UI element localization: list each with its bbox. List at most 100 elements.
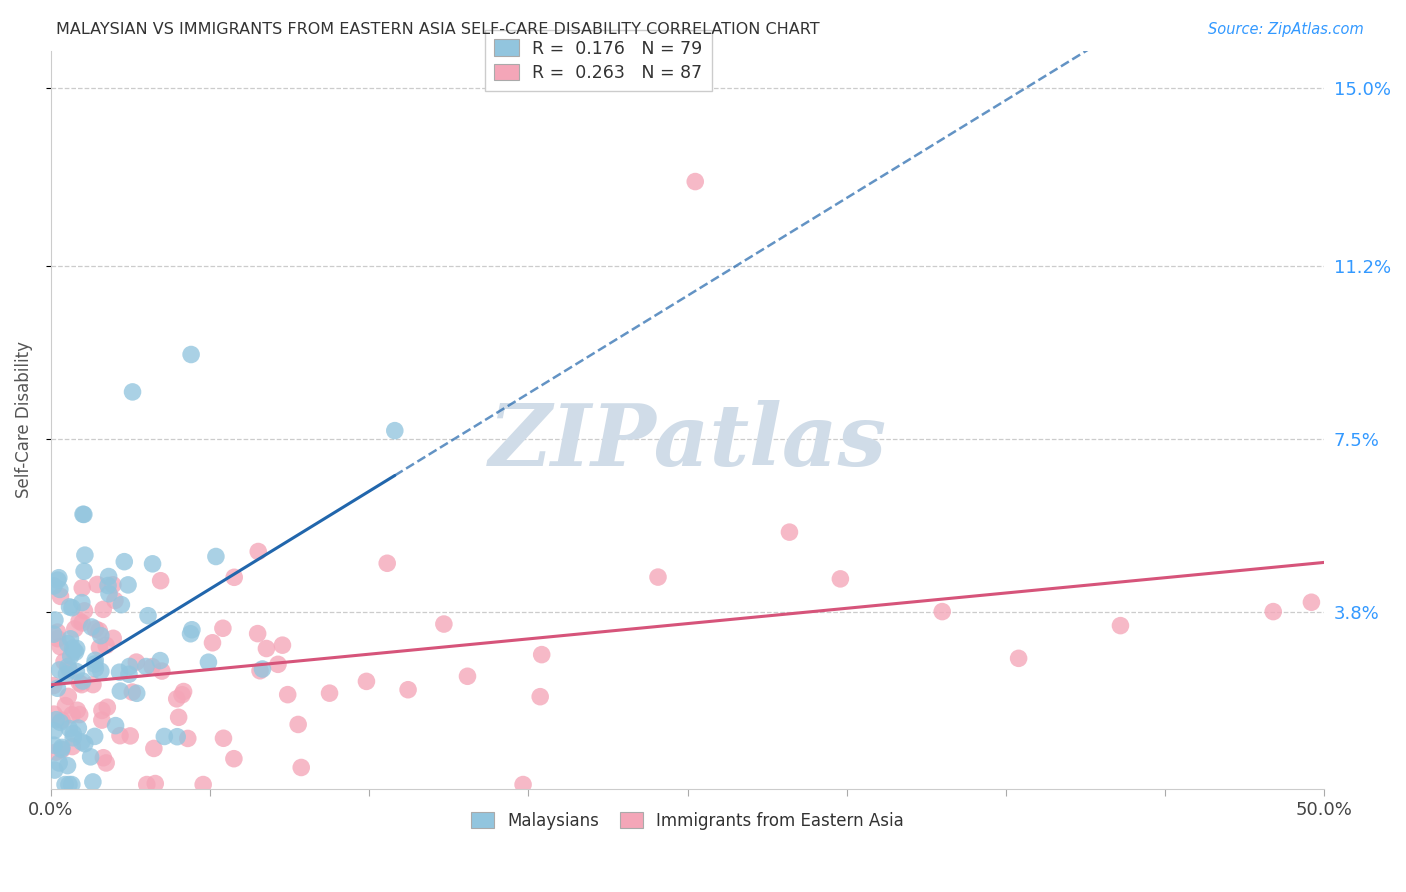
- Point: [166, 730, 188, 744]
- Point: [84, 662, 107, 676]
- Point: [69, 707, 91, 722]
- Point: [51, 740, 73, 755]
- Point: [135, 778, 157, 792]
- Point: [1109, 618, 1132, 632]
- Point: [121, 685, 143, 699]
- Point: [778, 525, 800, 540]
- Point: [252, 662, 274, 676]
- Y-axis label: Self-Care Disability: Self-Care Disability: [15, 342, 32, 499]
- Point: [62, 731, 84, 745]
- Point: [212, 621, 235, 635]
- Point: [84, 622, 107, 636]
- Point: [96, 700, 118, 714]
- Point: [73, 604, 96, 618]
- Point: [247, 544, 270, 558]
- Point: [70, 678, 93, 692]
- Point: [290, 760, 312, 774]
- Point: [150, 664, 173, 678]
- Point: [66, 641, 89, 656]
- Point: [44, 723, 66, 738]
- Point: [58, 663, 80, 677]
- Point: [384, 424, 406, 438]
- Point: [177, 731, 200, 746]
- Point: [98, 587, 121, 601]
- Point: [45, 713, 67, 727]
- Point: [271, 638, 294, 652]
- Point: [48, 663, 70, 677]
- Point: [56, 758, 79, 772]
- Point: [141, 659, 163, 673]
- Point: [42, 738, 65, 752]
- Point: [135, 659, 157, 673]
- Point: [48, 756, 70, 770]
- Point: [166, 691, 188, 706]
- Point: [67, 676, 90, 690]
- Point: [45, 745, 67, 759]
- Point: [79, 749, 101, 764]
- Point: [530, 648, 553, 662]
- Point: [110, 684, 132, 698]
- Point: [90, 665, 112, 679]
- Point: [647, 570, 669, 584]
- Point: [49, 590, 72, 604]
- Point: [49, 715, 72, 730]
- Point: [53, 778, 76, 792]
- Point: [125, 686, 148, 700]
- Point: [101, 578, 124, 592]
- Point: [59, 632, 82, 646]
- Point: [70, 596, 93, 610]
- Point: [73, 737, 96, 751]
- Point: [180, 626, 202, 640]
- Point: [60, 739, 83, 754]
- Point: [51, 713, 73, 727]
- Point: [136, 608, 159, 623]
- Point: [67, 614, 90, 628]
- Point: [56, 637, 79, 651]
- Point: [110, 598, 132, 612]
- Point: [59, 649, 82, 664]
- Point: [62, 726, 84, 740]
- Point: [65, 645, 87, 659]
- Point: [529, 690, 551, 704]
- Point: [153, 730, 176, 744]
- Point: [104, 718, 127, 732]
- Point: [89, 640, 111, 655]
- Point: [121, 384, 143, 399]
- Point: [143, 776, 166, 790]
- Point: [89, 624, 111, 638]
- Point: [90, 629, 112, 643]
- Point: [830, 572, 852, 586]
- Point: [83, 730, 105, 744]
- Point: [70, 735, 93, 749]
- Point: [44, 613, 66, 627]
- Point: [90, 713, 112, 727]
- Point: [94, 639, 117, 653]
- Point: [82, 677, 104, 691]
- Point: [117, 578, 139, 592]
- Point: [51, 742, 73, 756]
- Point: [53, 655, 76, 669]
- Point: [93, 750, 115, 764]
- Point: [254, 641, 277, 656]
- Point: [46, 573, 69, 587]
- Point: [44, 763, 66, 777]
- Point: [46, 625, 69, 640]
- Point: [49, 640, 72, 654]
- Point: [118, 659, 141, 673]
- Point: [73, 548, 96, 562]
- Point: [1007, 651, 1029, 665]
- Point: [180, 347, 202, 361]
- Point: [193, 778, 215, 792]
- Point: [108, 665, 131, 680]
- Point: [46, 681, 69, 696]
- Point: [201, 636, 224, 650]
- Legend: Malaysians, Immigrants from Eastern Asia: Malaysians, Immigrants from Eastern Asia: [464, 805, 911, 837]
- Point: [456, 669, 478, 683]
- Point: [512, 778, 534, 792]
- Point: [180, 623, 202, 637]
- Point: [91, 602, 114, 616]
- Point: [58, 722, 80, 736]
- Point: [125, 655, 148, 669]
- Point: [277, 688, 299, 702]
- Point: [197, 655, 219, 669]
